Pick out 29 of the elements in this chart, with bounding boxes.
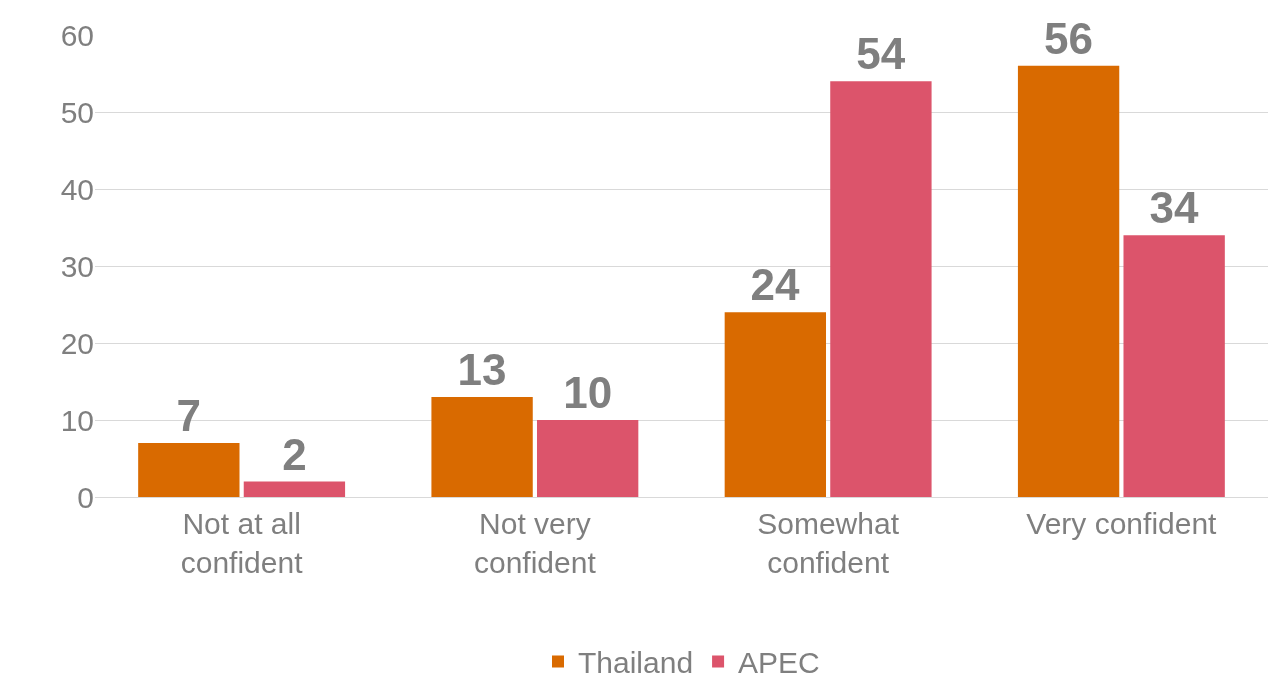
- bar: [138, 443, 240, 497]
- y-tick-label: 30: [60, 249, 94, 283]
- bar: [1123, 235, 1225, 497]
- bar: [724, 312, 827, 497]
- data-label: 10: [563, 368, 613, 417]
- data-label: 7: [176, 391, 202, 441]
- data-label: 2: [282, 429, 307, 479]
- legend-label: APEC: [738, 646, 820, 680]
- data-label: 54: [856, 29, 906, 79]
- y-tick-label: 0: [77, 480, 94, 514]
- bar: [536, 420, 639, 497]
- y-tick-label: 40: [60, 172, 94, 206]
- x-tick-label: Very confident: [1026, 507, 1218, 540]
- y-tick-label: 10: [60, 403, 94, 437]
- data-label: 24: [750, 260, 801, 310]
- x-tick-label: Not at all confident: [180, 507, 304, 579]
- x-tick-label: Not very confident: [474, 507, 597, 579]
- bar: [1017, 65, 1120, 497]
- x-tick-label: Somewhat confident: [757, 507, 900, 579]
- y-tick-label: 60: [60, 18, 94, 52]
- data-label: 56: [1044, 13, 1094, 63]
- data-label: 13: [457, 344, 507, 394]
- y-tick-label: 50: [60, 95, 94, 129]
- bar: [243, 481, 346, 497]
- bar: [431, 396, 533, 497]
- legend-label: Thailand: [578, 646, 694, 680]
- y-tick-label: 20: [60, 326, 94, 360]
- bar: [830, 81, 932, 497]
- data-label: 34: [1149, 183, 1199, 233]
